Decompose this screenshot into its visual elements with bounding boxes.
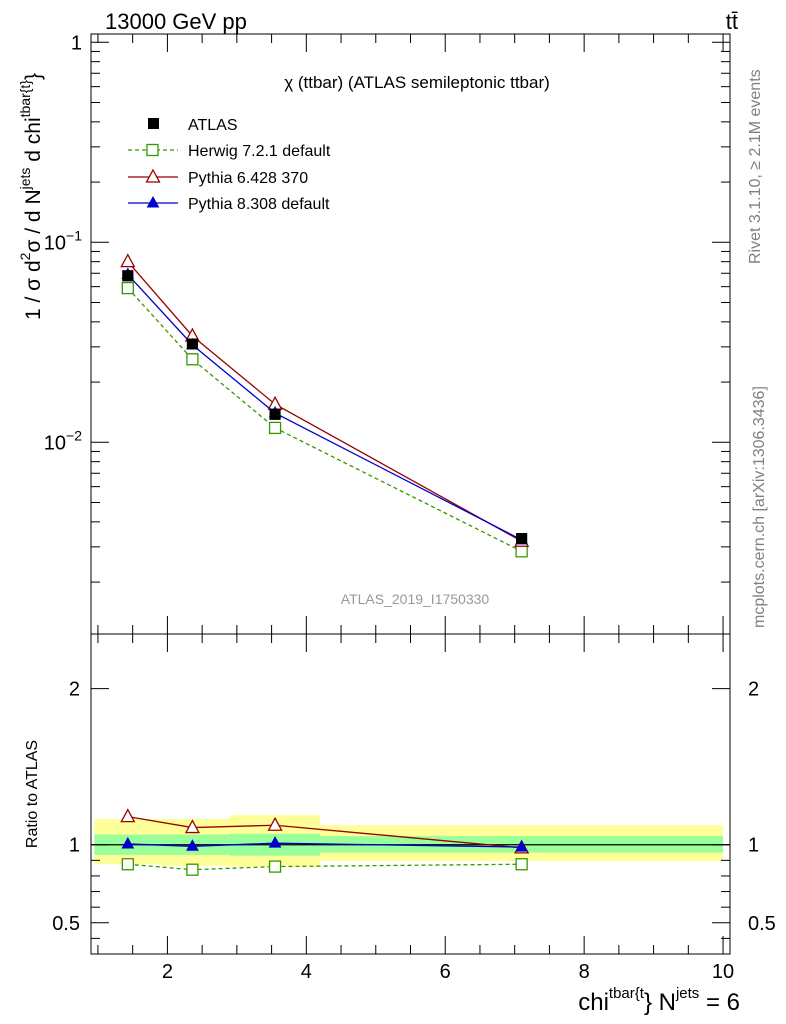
ratio-axis-ticks: 0.5 0.5 1 1 2 2 2 4 6 8 10 (52, 634, 776, 983)
main-y-tick-label: 1 (71, 32, 82, 54)
ratio-herwig-7-2-1-default-point (121, 858, 134, 871)
ratio-herwig-7-2-1-default-line (127, 863, 522, 871)
main-axis-ticks: 1 10−1 10−2 (44, 32, 730, 634)
main-panel: 1 10−1 10−2 χ (ttbar) (ATLAS semileptonic … (17, 32, 731, 635)
ratio-y-tick-label-right: 1 (748, 835, 759, 857)
ratio-pythia-8-308-default-line (127, 842, 522, 848)
pythia-6-428-370-point (120, 253, 136, 268)
main-y-axis-label: 1 / σ d2σ / d Njets d chitbar{t}} (17, 73, 45, 320)
legend-marker-pythia8 (146, 195, 160, 208)
herwig-7-2-1-default-point (515, 545, 528, 558)
herwig-7-2-1-default-point (268, 421, 282, 435)
ratio-pythia-8-308-default-point (121, 836, 135, 849)
ratio-series-pythia-8-308-default (121, 836, 528, 852)
x-tick-label: 10 (712, 961, 734, 983)
process-label: tt̄ (726, 9, 738, 34)
legend-label-pythia6: Pythia 6.428 370 (188, 170, 308, 187)
ratio-herwig-7-2-1-default-point (268, 860, 282, 873)
herwig-7-2-1-default-line (127, 287, 522, 552)
analysis-watermark: ATLAS_2019_I1750330 (341, 591, 490, 607)
x-tick-label: 2 (162, 961, 173, 983)
main-frame (90, 33, 731, 635)
legend-marker-herwig (146, 143, 159, 157)
ratio-frame (90, 633, 731, 955)
energy-label: 13000 GeV pp (105, 9, 247, 34)
legend-entry-herwig: Herwig 7.2.1 default (128, 143, 331, 160)
rivet-label: Rivet 3.1.10, ≥ 2.1M events (747, 69, 764, 264)
legend-marker-pythia6 (145, 168, 161, 183)
legend-label-atlas: ATLAS (188, 117, 238, 134)
ratio-y-tick-label-left: 1 (69, 835, 80, 857)
ratio-pythia-6-428-370-point (120, 808, 136, 823)
ratio-panel: 0.5 0.5 1 1 2 2 2 4 6 8 10 Ratio to ATLAS chitbar{… (24, 633, 776, 1016)
series-pythia-8-308-default (121, 267, 528, 545)
herwig-7-2-1-default-point (186, 353, 199, 366)
x-axis-label: chitbar{t} Njets = 6 (578, 985, 740, 1016)
ratio-pythia-6-428-370-point (267, 816, 283, 831)
herwig-7-2-1-default-point (121, 281, 134, 295)
legend-entry-atlas: ATLAS (148, 117, 238, 134)
ratio-herwig-7-2-1-default-point (186, 863, 199, 876)
legend-label-pythia8: Pythia 8.308 default (188, 196, 330, 213)
x-tick-label: 6 (440, 961, 451, 983)
ratio-y-tick-label-right: 0.5 (748, 913, 776, 935)
ratio-pythia-6-428-370-line (127, 815, 522, 849)
ratio-pythia-8-308-default-point (186, 839, 199, 851)
pythia-6-428-370-line (127, 261, 522, 542)
main-y-tick-label: 10−1 (44, 227, 82, 254)
atlas-data-point-overlay (186, 338, 198, 350)
legend: ATLAS Herwig 7.2.1 default Pythia 6.428 … (128, 117, 331, 213)
plot-title: χ (ttbar) (ATLAS semileptonic ttbar) (284, 73, 550, 92)
series-herwig-7-2-1-default (121, 281, 528, 558)
ratio-y-tick-label-right: 2 (748, 679, 759, 701)
atlas-data-point-overlay (269, 408, 281, 420)
series-pythia-6-428-370 (120, 253, 530, 547)
ratio-uncertainty-bands (91, 815, 730, 867)
legend-entry-pythia6: Pythia 6.428 370 (128, 168, 308, 187)
ratio-series-herwig-7-2-1-default (121, 858, 528, 876)
mcplots-label: mcplots.cern.ch [arXiv:1306.3436] (751, 386, 768, 628)
ratio-pythia-8-308-default-point (515, 840, 528, 852)
atlas-data-point-overlay (122, 270, 134, 282)
main-y-tick-label: 10−2 (44, 427, 82, 454)
ratio-pythia-8-308-default-point (268, 836, 282, 848)
ratio-y-axis-label: Ratio to ATLAS (24, 740, 41, 848)
ratio-y-tick-label-left: 2 (69, 679, 80, 701)
x-tick-label: 8 (579, 961, 590, 983)
legend-entry-pythia8: Pythia 8.308 default (128, 195, 330, 213)
ratio-pythia-6-428-370-point (184, 819, 200, 834)
legend-marker-atlas (148, 118, 159, 129)
series-atlas (122, 270, 528, 545)
x-tick-label: 4 (301, 961, 312, 983)
atlas-data-point-overlay (516, 533, 528, 545)
legend-label-herwig: Herwig 7.2.1 default (188, 143, 331, 160)
ratio-y-tick-label-left: 0.5 (52, 913, 80, 935)
ratio-herwig-7-2-1-default-point (515, 858, 528, 871)
pythia-8-308-default-line (127, 274, 522, 541)
